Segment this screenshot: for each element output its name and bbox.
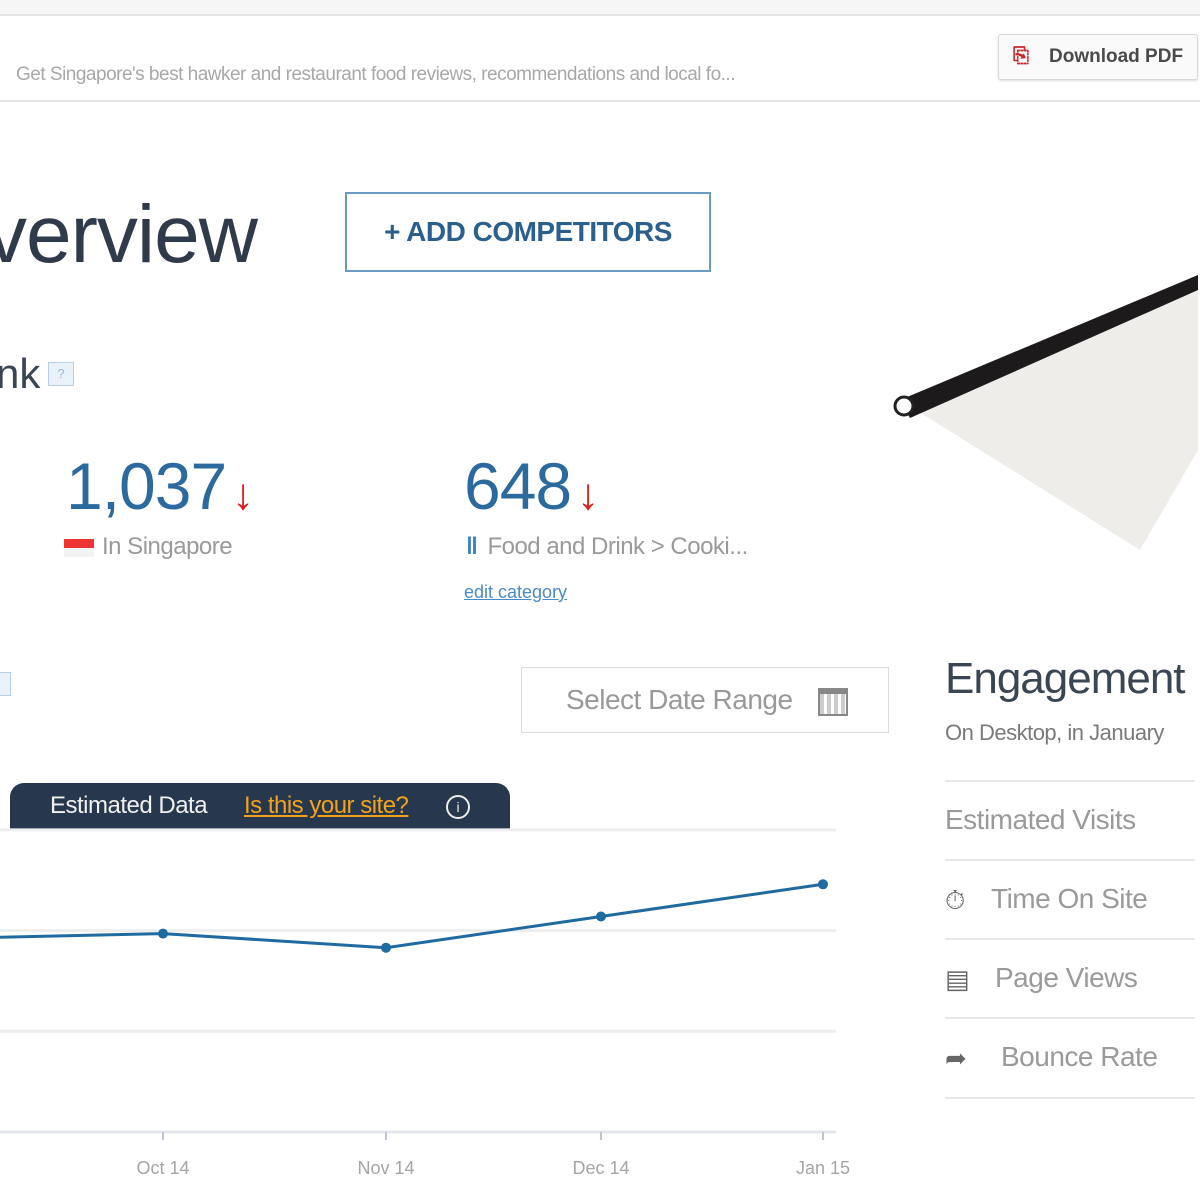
singapore-flag-icon bbox=[64, 538, 94, 557]
traffic-chart: Oct 14 Nov 14 Dec 14 Jan 15 bbox=[0, 828, 850, 1178]
estimated-data-label: Estimated Data bbox=[50, 792, 208, 819]
bounce-arrow-icon: ➦ bbox=[945, 1043, 967, 1073]
estimated-data-banner: Estimated Data Is this your site? i bbox=[10, 783, 510, 829]
data-point bbox=[818, 879, 828, 890]
help-icon[interactable]: ? bbox=[48, 362, 74, 386]
download-pdf-button[interactable]: ⎘ Download PDF bbox=[998, 34, 1198, 80]
pages-icon: ▤ bbox=[945, 964, 970, 994]
down-arrow-icon: ↓ bbox=[232, 470, 254, 519]
site-description-bar: Get Singapore's best hawker and restaura… bbox=[0, 16, 1200, 102]
category-rank: 648 ↓ bbox=[464, 448, 599, 524]
data-point bbox=[158, 928, 168, 939]
add-competitors-button[interactable]: + ADD COMPETITORS bbox=[345, 192, 711, 272]
category-rank-value: 648 bbox=[464, 449, 572, 523]
metric-page-views: ▤ Page Views bbox=[945, 938, 1195, 1018]
is-this-your-site-link[interactable]: Is this your site? bbox=[244, 792, 409, 819]
metric-time-on-site: ⏱ Time On Site bbox=[945, 859, 1195, 939]
edit-category-link[interactable]: edit category bbox=[464, 582, 568, 602]
series-line bbox=[0, 882, 824, 950]
engagement-title: Engagement bbox=[945, 654, 1186, 703]
engagement-subtitle: On Desktop, in January bbox=[945, 720, 1164, 745]
help-icon[interactable] bbox=[0, 672, 11, 696]
metric-label: Time On Site bbox=[991, 883, 1148, 914]
fork-knife-icon: ‖ bbox=[466, 533, 478, 560]
country-rank-value: 1,037 bbox=[66, 449, 227, 523]
calendar-icon bbox=[818, 688, 848, 716]
date-range-label: Select Date Range bbox=[566, 684, 793, 715]
category-rank-label: ‖ Food and Drink > Cooki... bbox=[466, 533, 748, 561]
data-point bbox=[596, 911, 606, 922]
metric-estimated-visits: Estimated Visits bbox=[945, 780, 1195, 860]
x-tick-label: Nov 14 bbox=[357, 1158, 414, 1178]
x-tick-label: Oct 14 bbox=[136, 1158, 189, 1178]
data-point bbox=[381, 942, 391, 953]
category-name: Food and Drink > Cooki... bbox=[487, 533, 748, 560]
download-pdf-label: Download PDF bbox=[1049, 46, 1184, 67]
metric-label: Bounce Rate bbox=[1001, 1041, 1158, 1072]
info-icon[interactable]: i bbox=[446, 795, 470, 819]
country-rank: 1,037 ↓ bbox=[66, 448, 254, 524]
country-rank-label: In Singapore bbox=[64, 533, 233, 561]
x-tick-label: Dec 14 bbox=[572, 1158, 629, 1178]
pdf-icon: ⎘ bbox=[1013, 45, 1029, 67]
metric-label: Estimated Visits bbox=[945, 804, 1136, 835]
metric-bounce-rate: ➦ Bounce Rate bbox=[945, 1017, 1195, 1099]
rank-heading: nk bbox=[0, 350, 41, 397]
metric-label: Page Views bbox=[995, 962, 1138, 993]
date-range-select[interactable]: Select Date Range bbox=[521, 667, 889, 733]
x-tick-label: Jan 15 bbox=[796, 1158, 850, 1178]
stopwatch-icon: ⏱ bbox=[945, 885, 966, 915]
page-title: verview bbox=[0, 189, 258, 280]
country-name: In Singapore bbox=[102, 533, 233, 560]
site-description: Get Singapore's best hawker and restaura… bbox=[16, 64, 736, 85]
down-arrow-icon: ↓ bbox=[577, 470, 599, 519]
browser-strip bbox=[0, 0, 1200, 16]
device-illustration bbox=[893, 275, 1198, 550]
